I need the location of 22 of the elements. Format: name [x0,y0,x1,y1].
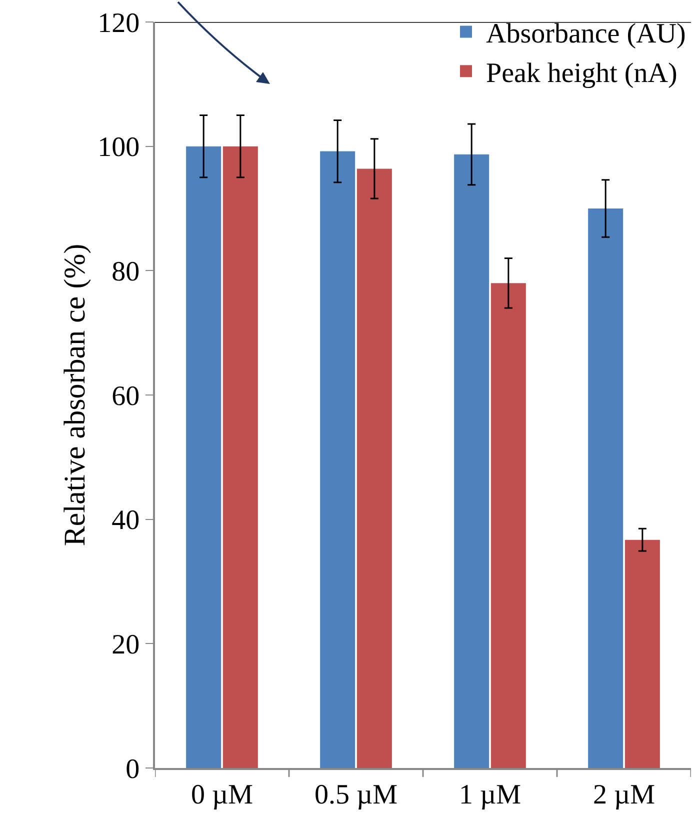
bar [222,146,258,768]
y-tick-label: 20 [112,629,140,660]
bar [454,154,490,768]
bar [186,146,222,768]
bar [624,540,660,768]
y-tick-label: 40 [112,505,140,536]
x-tick-label: 0.5 µM [314,779,398,810]
y-tick-label: 100 [98,132,140,164]
bar [356,168,392,768]
x-tick-label: 1 µM [458,779,522,810]
y-tick-label: 80 [112,256,140,288]
bar [320,151,356,768]
y-tick-label: 0 [126,754,140,785]
bar [588,208,624,768]
bar [490,283,526,768]
legend-label: Peak height (nA) [486,58,678,90]
x-tick-label: 2 µM [592,779,656,810]
y-axis-title: Relative absorban ce (%) [58,244,92,546]
y-tick-label: 60 [112,380,140,412]
legend-label: Absorbance (AU) [486,18,686,50]
x-tick-label: 0 µM [190,779,254,810]
y-tick-label: 120 [98,8,140,39]
